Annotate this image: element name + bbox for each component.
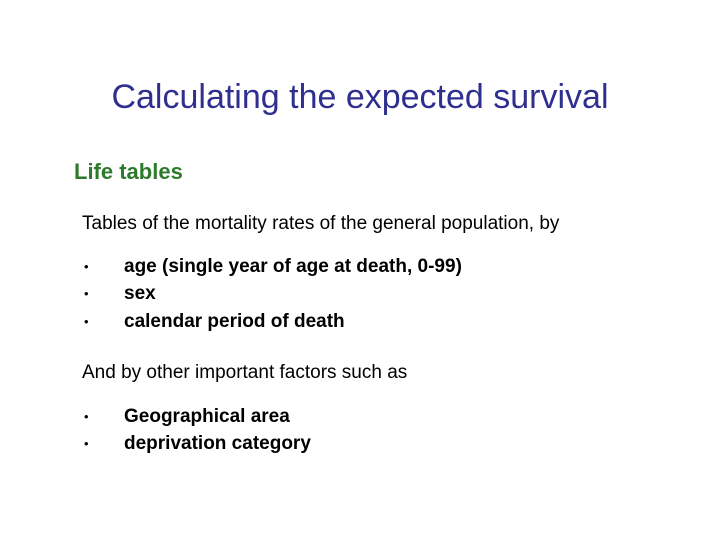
bullet-icon: • xyxy=(84,405,124,426)
list-item: • sex xyxy=(84,282,462,306)
bullet-icon: • xyxy=(84,432,124,453)
slide-title: Calculating the expected survival xyxy=(0,78,720,117)
list-item: • deprivation category xyxy=(84,432,311,456)
bullet-text: Geographical area xyxy=(124,405,290,429)
mid-text: And by other important factors such as xyxy=(82,362,407,384)
subheading-life-tables: Life tables xyxy=(74,159,183,185)
bullet-icon: • xyxy=(84,255,124,276)
slide: Calculating the expected survival Life t… xyxy=(0,0,720,540)
bullet-icon: • xyxy=(84,310,124,331)
intro-text: Tables of the mortality rates of the gen… xyxy=(82,213,559,235)
list-item: • age (single year of age at death, 0-99… xyxy=(84,255,462,279)
bullet-text: age (single year of age at death, 0-99) xyxy=(124,255,462,279)
bullet-text: calendar period of death xyxy=(124,310,345,334)
bullet-icon: • xyxy=(84,282,124,303)
bullet-list-primary: • age (single year of age at death, 0-99… xyxy=(84,255,462,337)
list-item: • calendar period of death xyxy=(84,310,462,334)
list-item: • Geographical area xyxy=(84,405,311,429)
bullet-list-secondary: • Geographical area • deprivation catego… xyxy=(84,405,311,460)
bullet-text: sex xyxy=(124,282,156,306)
bullet-text: deprivation category xyxy=(124,432,311,456)
